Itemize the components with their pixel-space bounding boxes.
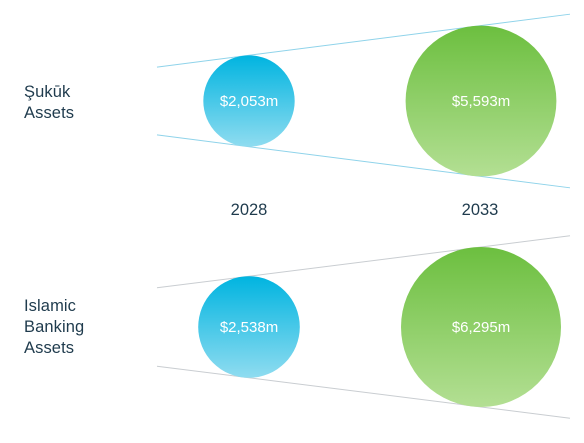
row-label-line: Şukūk [24, 83, 71, 101]
bubble-2028 [203, 55, 295, 147]
guide-line-top [156, 235, 571, 289]
row-label-line: Assets [24, 339, 75, 357]
year-label-2033: 2033 [461, 201, 499, 219]
bubble-2033 [405, 25, 557, 177]
row-label-line: Islamic [24, 297, 77, 315]
guide-line-top [156, 13, 571, 68]
year-label-2028: 2028 [230, 201, 268, 219]
bubble-value-label: $6,295m [452, 319, 510, 336]
row-label-line: Assets [24, 104, 75, 122]
bubble-2028 [198, 276, 300, 378]
bubble-value-label: $2,053m [220, 93, 278, 110]
row-label-sukuk-assets: Şukūk Assets [24, 82, 74, 124]
row-label-islamic-banking-assets: Islamic Banking Assets [24, 296, 84, 359]
guide-line-bottom [156, 134, 571, 189]
guide-line-bottom [156, 365, 571, 419]
bubble-value-label: $5,593m [452, 93, 510, 110]
bubble-value-label: $2,538m [220, 319, 278, 336]
row-label-line: Banking [24, 318, 85, 336]
bubble-2033 [401, 247, 561, 407]
